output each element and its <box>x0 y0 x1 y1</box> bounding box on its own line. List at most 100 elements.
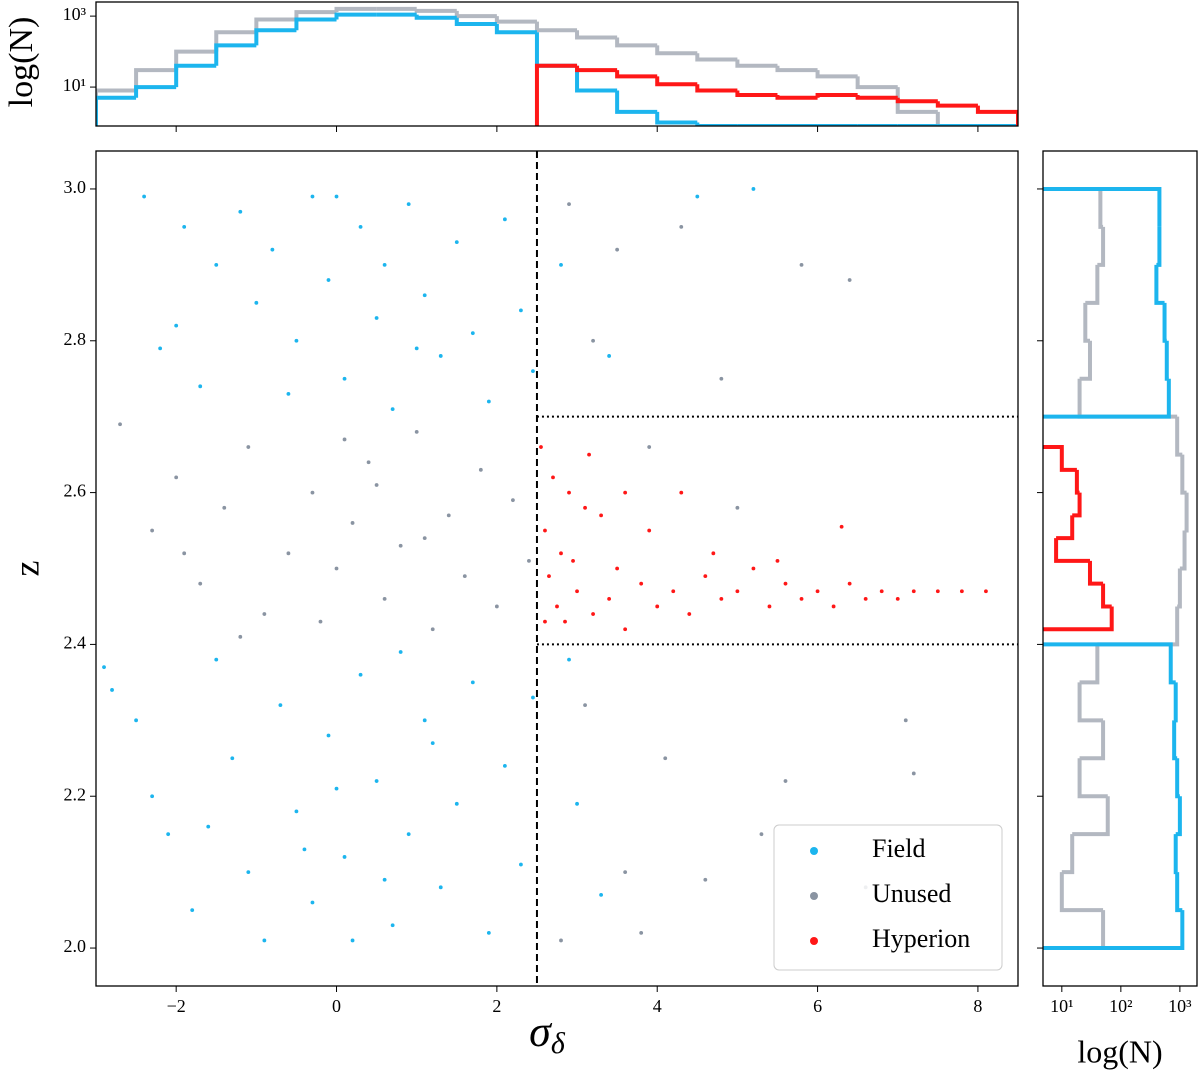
legend-label: Unused <box>872 879 951 908</box>
point <box>142 194 147 199</box>
point <box>647 445 652 449</box>
x-axis-label: σδ <box>529 1007 566 1060</box>
hist-step <box>935 101 978 108</box>
x-axis-symbol: σ <box>529 1007 553 1056</box>
point <box>799 262 804 267</box>
point <box>591 338 595 343</box>
point <box>623 490 628 495</box>
point <box>783 779 788 783</box>
point <box>470 680 475 685</box>
hist-step <box>96 95 137 126</box>
point <box>150 528 155 533</box>
point <box>831 604 836 609</box>
point <box>655 604 660 609</box>
point <box>374 316 379 320</box>
point <box>647 528 652 533</box>
hist-step <box>895 87 938 114</box>
point <box>567 657 571 662</box>
point <box>342 437 347 442</box>
point <box>342 855 347 859</box>
point <box>446 513 451 518</box>
hist-step <box>975 105 1018 126</box>
point <box>110 688 114 692</box>
hist-step <box>174 63 217 88</box>
hist-step <box>1175 416 1183 457</box>
hist-step <box>1079 720 1106 761</box>
hist-step <box>695 84 738 93</box>
point <box>559 551 563 556</box>
hist-step <box>294 17 337 31</box>
point <box>102 665 106 670</box>
hist-step <box>414 14 457 20</box>
hist-step <box>775 65 818 73</box>
point <box>310 194 315 199</box>
point <box>214 657 219 662</box>
point <box>863 596 868 601</box>
hist-step <box>575 65 618 93</box>
hist-step <box>1175 796 1182 837</box>
x-tick-label: 10¹ <box>1050 996 1073 1016</box>
hist-step <box>134 68 177 91</box>
point <box>374 779 379 783</box>
point <box>639 930 644 935</box>
y-tick-label: 10³ <box>63 4 87 24</box>
point <box>398 543 403 548</box>
point <box>547 574 551 578</box>
hist-step <box>1173 682 1178 723</box>
hist-step <box>1164 340 1169 381</box>
x-tick-label: 6 <box>813 996 822 1016</box>
point <box>390 923 395 928</box>
point <box>847 278 852 282</box>
y-tick-label: 3.0 <box>64 177 87 197</box>
point <box>799 596 804 601</box>
point <box>230 756 235 761</box>
point <box>238 209 243 214</box>
point <box>374 483 379 487</box>
hist-step <box>534 63 578 126</box>
point <box>583 505 587 510</box>
point <box>334 194 339 199</box>
point <box>414 429 419 434</box>
hist-step <box>1072 796 1110 837</box>
point <box>543 528 547 533</box>
point <box>486 930 491 935</box>
point <box>470 331 475 336</box>
point <box>382 262 387 267</box>
point <box>286 551 291 556</box>
hist-step <box>1156 226 1162 267</box>
hist-step <box>1083 302 1090 343</box>
y-tick-label: 2.8 <box>64 329 87 349</box>
point <box>358 672 363 677</box>
point <box>751 566 756 571</box>
point <box>815 589 820 594</box>
point <box>438 885 443 890</box>
hist-step <box>575 30 618 40</box>
hist-step <box>1079 340 1092 381</box>
plot-area <box>1043 186 1189 951</box>
point <box>719 376 724 381</box>
point <box>238 634 243 639</box>
x-tick-label: 0 <box>332 996 341 1016</box>
y-tick-label: 2.2 <box>64 784 87 804</box>
y-tick-label: 10¹ <box>63 75 86 95</box>
hist-step <box>1054 538 1090 563</box>
point <box>911 589 916 594</box>
scatter-panel: −2 0 2 4 6 8 2.0 2.2 2.4 2.6 2.8 3.0 σδ z Field Unused H… <box>6 150 1019 1060</box>
point <box>254 300 259 305</box>
hist-step <box>534 21 578 33</box>
point <box>903 718 908 723</box>
point <box>695 194 700 199</box>
point <box>543 619 547 624</box>
point <box>366 460 371 465</box>
point <box>390 407 395 411</box>
legend-marker <box>810 847 818 855</box>
axes-frame <box>95 150 1019 987</box>
point <box>575 801 579 806</box>
point <box>358 225 363 229</box>
point <box>599 893 603 897</box>
hist-step <box>855 76 898 90</box>
point <box>262 612 267 616</box>
x-tick-label: −2 <box>167 996 186 1016</box>
point <box>222 505 227 510</box>
hist-step <box>1077 758 1108 799</box>
